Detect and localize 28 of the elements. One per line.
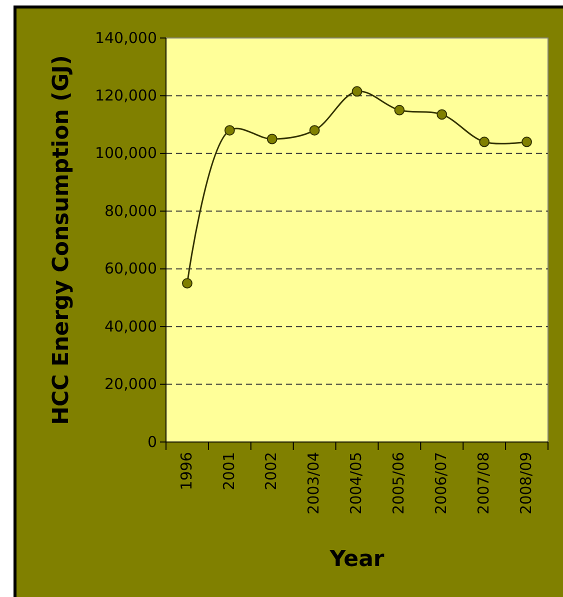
- point: [309, 125, 320, 136]
- x-tick-label: 2001: [220, 452, 238, 490]
- point: [479, 136, 490, 148]
- y-tick-label: 100,000: [94, 144, 157, 162]
- x-axis-title: Year: [328, 547, 384, 572]
- x-tick-label: 2007/08: [474, 452, 492, 514]
- x-tick-label: 1996: [177, 452, 196, 490]
- y-tick-label: 140,000: [94, 28, 157, 47]
- y-tick-label: 120,000: [94, 86, 157, 105]
- point: [436, 109, 448, 120]
- y-tick-label: 60,000: [104, 260, 157, 278]
- x-tick-label: 2002: [262, 452, 280, 490]
- y-tick-label: 40,000: [104, 317, 157, 336]
- x-tick-label: 2005/06: [390, 452, 408, 514]
- x-tick-label: 2004/05: [347, 452, 366, 514]
- y-tick-label: 0: [147, 432, 157, 451]
- point: [352, 86, 362, 97]
- point: [266, 134, 278, 144]
- y-tick-label: 80,000: [104, 202, 157, 220]
- point: [182, 278, 192, 288]
- x-tick-label: 2006/07: [432, 452, 450, 514]
- y-axis-title: HCC Energy Consumption (GJ): [49, 55, 74, 425]
- y-tick-label: 20,000: [104, 375, 157, 394]
- x-tick-label: 2008/09: [516, 452, 535, 514]
- point: [394, 104, 405, 116]
- point: [224, 125, 235, 136]
- x-tick-label: 2003/04: [304, 452, 323, 514]
- point: [522, 136, 532, 148]
